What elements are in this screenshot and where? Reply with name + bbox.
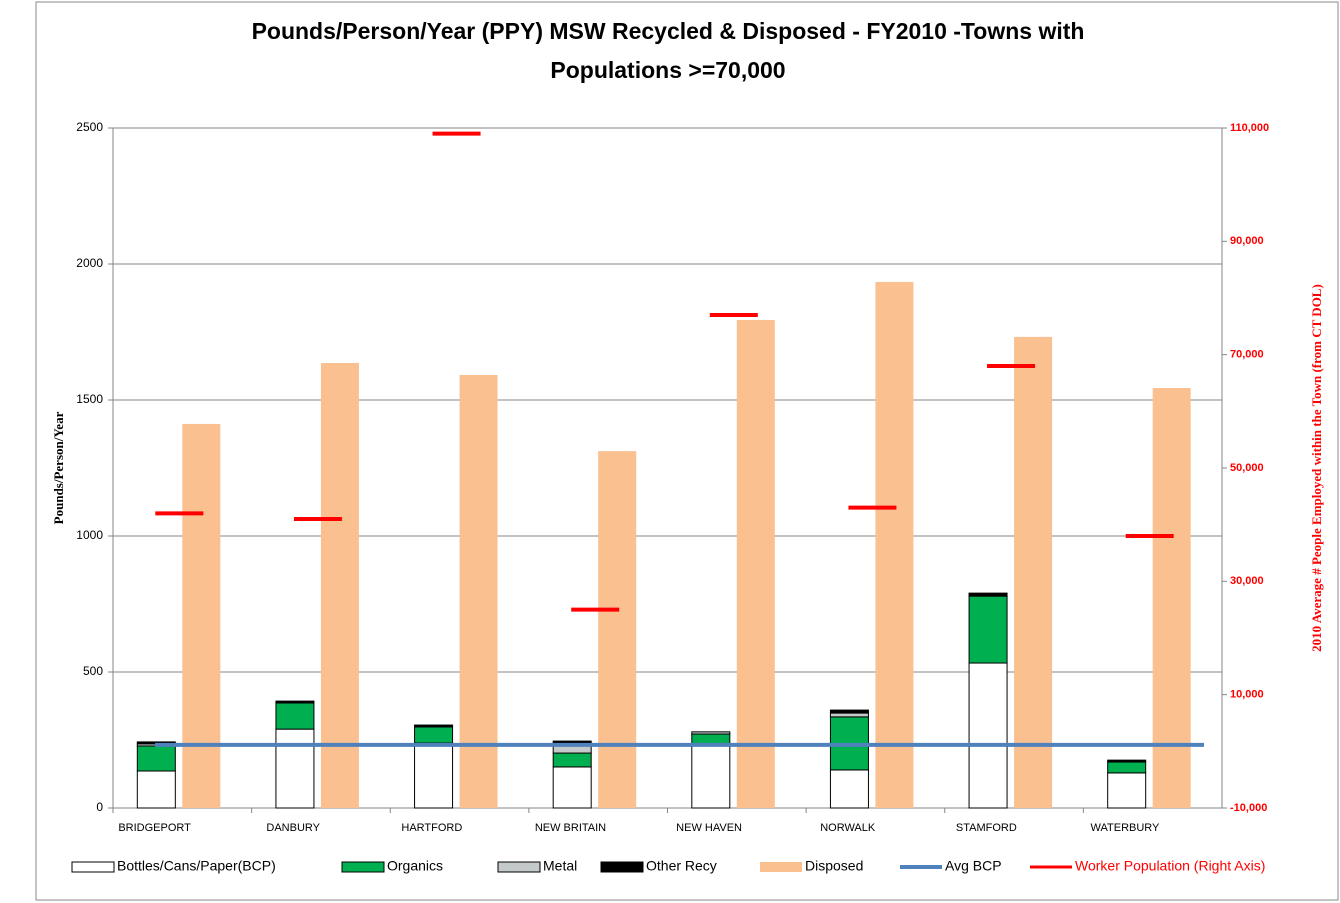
stacked-bar-segment <box>1107 761 1147 774</box>
y-tick-label: 0 <box>96 800 103 814</box>
y-tick-label: 1000 <box>76 528 103 542</box>
y2-tick-label: 90,000 <box>1230 235 1264 247</box>
legend-swatch <box>600 861 644 873</box>
stacked-bar-segment <box>691 744 731 809</box>
stacked-bar-segment <box>829 712 869 718</box>
stacked-bar-segment <box>829 769 869 809</box>
bar <box>736 320 775 808</box>
x-tick-label: BRIDGEPORT <box>118 822 191 834</box>
bar <box>875 281 914 808</box>
x-tick-label: NEW HAVEN <box>676 822 742 834</box>
chart-title: Pounds/Person/Year (PPY) MSW Recycled & … <box>252 18 1085 44</box>
stacked-bar-segment <box>136 770 176 809</box>
legend-swatch <box>341 861 385 873</box>
stacked-bar-segment <box>136 745 176 772</box>
legend-label: Organics <box>387 858 443 874</box>
legend-label: Avg BCP <box>945 858 1002 874</box>
legend-swatch <box>760 862 802 872</box>
stacked-bar-segment <box>552 752 592 768</box>
stacked-bar-segment <box>552 740 592 744</box>
y-tick-label: 2000 <box>76 256 103 270</box>
legend-label: Worker Population (Right Axis) <box>1075 858 1265 874</box>
stacked-bar-segment <box>1107 772 1147 809</box>
chart-subtitle: Populations >=70,000 <box>550 57 785 83</box>
bar <box>598 451 637 808</box>
x-tick-label: NEW BRITAIN <box>535 822 606 834</box>
y2-axis-title: 2010 Average # People Employed within th… <box>1309 284 1324 652</box>
y2-tick-label: 70,000 <box>1230 349 1264 361</box>
x-tick-label: DANBURY <box>266 822 320 834</box>
legend-label: Bottles/Cans/Paper(BCP) <box>117 858 276 874</box>
y-axis-title: Pounds/Person/Year <box>51 411 66 524</box>
legend-swatch <box>71 861 115 873</box>
y-tick-label: 500 <box>83 664 103 678</box>
bar <box>320 363 359 808</box>
y-tick-label: 1500 <box>76 392 103 406</box>
stacked-bar-segment <box>968 592 1008 597</box>
stacked-bar-segment <box>968 595 1008 664</box>
x-tick-label: STAMFORD <box>956 822 1017 834</box>
y2-tick-label: 30,000 <box>1230 575 1264 587</box>
stacked-bar-segment <box>275 728 315 809</box>
stacked-bar-segment <box>275 702 315 730</box>
stacked-bar-segment <box>275 700 315 704</box>
y-tick-label: 2500 <box>76 120 103 134</box>
legend-label: Metal <box>543 858 577 874</box>
stacked-bar-segment <box>414 742 454 809</box>
stacked-bar-segment <box>1107 759 1147 763</box>
legend-swatch <box>497 861 541 873</box>
stacked-bar-segment <box>968 662 1008 809</box>
y2-tick-label: -10,000 <box>1230 802 1267 814</box>
stacked-bar-segment <box>414 726 454 744</box>
stacked-bar-segment <box>691 731 731 735</box>
x-tick-label: NORWALK <box>820 822 876 834</box>
stacked-bar-segment <box>414 724 454 728</box>
y2-tick-label: 50,000 <box>1230 462 1264 474</box>
bar <box>1014 336 1053 808</box>
x-tick-label: HARTFORD <box>401 822 462 834</box>
bar <box>1152 388 1191 808</box>
legend-label: Other Recy <box>646 858 717 874</box>
chart-frame <box>35 1 1339 901</box>
y2-tick-label: 110,000 <box>1230 122 1269 134</box>
bar <box>459 374 498 808</box>
bar <box>182 423 221 808</box>
x-tick-label: WATERBURY <box>1091 822 1161 834</box>
legend-label: Disposed <box>805 858 863 874</box>
stacked-bar-segment <box>829 709 869 714</box>
y2-tick-label: 10,000 <box>1230 689 1264 701</box>
stacked-bar-segment <box>552 766 592 809</box>
